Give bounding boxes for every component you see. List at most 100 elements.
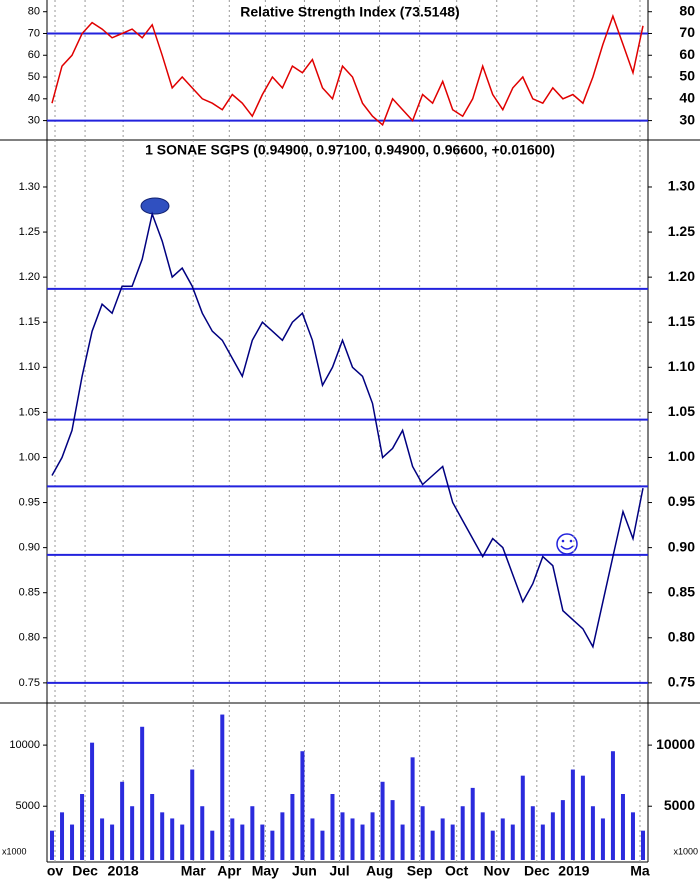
y-tick-label: 60	[28, 49, 40, 61]
volume-bar	[500, 818, 505, 860]
y-tick-label: 5000	[16, 800, 40, 812]
y-tick-label: 40	[28, 93, 40, 105]
volume-bar	[160, 812, 165, 860]
volume-bar	[330, 794, 335, 860]
x-tick-label: Nov	[484, 863, 511, 879]
volume-bar	[50, 830, 55, 860]
volume-bar	[270, 830, 275, 860]
y-tick-label: 0.80	[19, 632, 40, 644]
y-tick-label-right: 1.10	[668, 358, 695, 374]
x-tick-label: May	[252, 863, 279, 879]
x-tick-label: Jun	[292, 863, 317, 879]
volume-bar	[360, 824, 365, 860]
x-tick-label: Dec	[72, 863, 98, 879]
volume-bar	[400, 824, 405, 860]
x-tick-label: Sep	[407, 863, 433, 879]
bull-icon	[140, 197, 170, 215]
volume-bar	[440, 818, 445, 860]
x-tick-label: ov	[47, 863, 64, 879]
x-tick-label: 2018	[108, 863, 139, 879]
volume-bar	[150, 794, 155, 860]
volume-bar	[280, 812, 285, 860]
y-tick-label-right: 40	[679, 90, 695, 106]
data-line	[51, 13, 644, 127]
volume-bar	[410, 757, 415, 860]
volume-bar	[200, 806, 205, 860]
y-tick-label-right: 10000	[656, 736, 695, 752]
y-tick-label-right: 1.15	[668, 313, 695, 329]
x-tick-label: Oct	[445, 863, 469, 879]
y-tick-label-right: 70	[679, 24, 695, 40]
y-tick-label-right: 60	[679, 46, 695, 62]
volume-bar	[580, 775, 585, 860]
volume-bar	[510, 824, 515, 860]
volume-bar	[530, 806, 535, 860]
volume-bar	[210, 830, 215, 860]
y-tick-label-right: 1.30	[668, 178, 695, 194]
chart-title: Relative Strength Index (73.5148)	[240, 4, 459, 20]
smiley-eye	[561, 539, 565, 543]
volume-bar	[310, 818, 315, 860]
y-tick-label: 50	[28, 71, 40, 83]
volume-bar	[600, 818, 605, 860]
volume-bar	[250, 806, 255, 860]
volume-bar	[180, 824, 185, 860]
volume-bar	[90, 742, 95, 860]
volume-bar	[370, 812, 375, 860]
y-tick-label-right: 0.75	[668, 674, 695, 690]
volume-bar	[540, 824, 545, 860]
volume-bar	[610, 751, 615, 860]
volume-bar	[420, 806, 425, 860]
volume-bar	[70, 824, 75, 860]
y-tick-label: 1.25	[19, 226, 40, 238]
y-tick-label: 30	[28, 114, 40, 126]
x-tick-label: 2019	[558, 863, 589, 879]
volume-bar	[560, 800, 565, 860]
y-tick-label: 70	[28, 27, 40, 39]
volume-bar	[190, 769, 195, 860]
x-tick-label: Mar	[181, 863, 206, 879]
x-tick-label: Ma	[630, 863, 650, 879]
unit-label: x1000	[673, 846, 698, 856]
y-tick-label: 80	[28, 6, 40, 18]
y-tick-label: 0.90	[19, 542, 40, 554]
data-line	[51, 211, 644, 649]
y-tick-label-right: 1.25	[668, 223, 695, 239]
volume-bar	[290, 794, 295, 860]
volume-bar	[520, 775, 525, 860]
y-tick-label: 0.95	[19, 496, 40, 508]
volume-bar	[130, 806, 135, 860]
unit-label: x1000	[2, 846, 27, 856]
volume-bar	[170, 818, 175, 860]
volume-bar	[630, 812, 635, 860]
y-tick-label: 10000	[9, 739, 40, 751]
volume-bar	[60, 812, 65, 860]
volume-bar	[470, 787, 475, 860]
y-tick-label-right: 0.90	[668, 538, 695, 554]
y-tick-label-right: 0.80	[668, 628, 695, 644]
y-tick-label-right: 0.85	[668, 583, 695, 599]
volume-bar	[100, 818, 105, 860]
volume-bar	[240, 824, 245, 860]
volume-bar	[450, 824, 455, 860]
volume-bar	[300, 751, 305, 860]
volume-bar	[640, 830, 645, 860]
volume-bar	[230, 818, 235, 860]
volume-bar	[590, 806, 595, 860]
volume-bar	[320, 830, 325, 860]
y-tick-label: 1.00	[19, 451, 40, 463]
x-tick-label: Dec	[524, 863, 550, 879]
volume-bar	[550, 812, 555, 860]
y-tick-label-right: 0.95	[668, 493, 695, 509]
y-tick-label: 1.20	[19, 271, 40, 283]
chart-title: 1 SONAE SGPS (0.94900, 0.97100, 0.94900,…	[145, 142, 555, 158]
smiley-mouth	[560, 545, 574, 550]
y-tick-label: 1.30	[19, 181, 40, 193]
volume-bar	[390, 800, 395, 860]
y-tick-label: 1.05	[19, 406, 40, 418]
y-tick-label-right: 50	[679, 68, 695, 84]
volume-bar	[220, 714, 225, 860]
